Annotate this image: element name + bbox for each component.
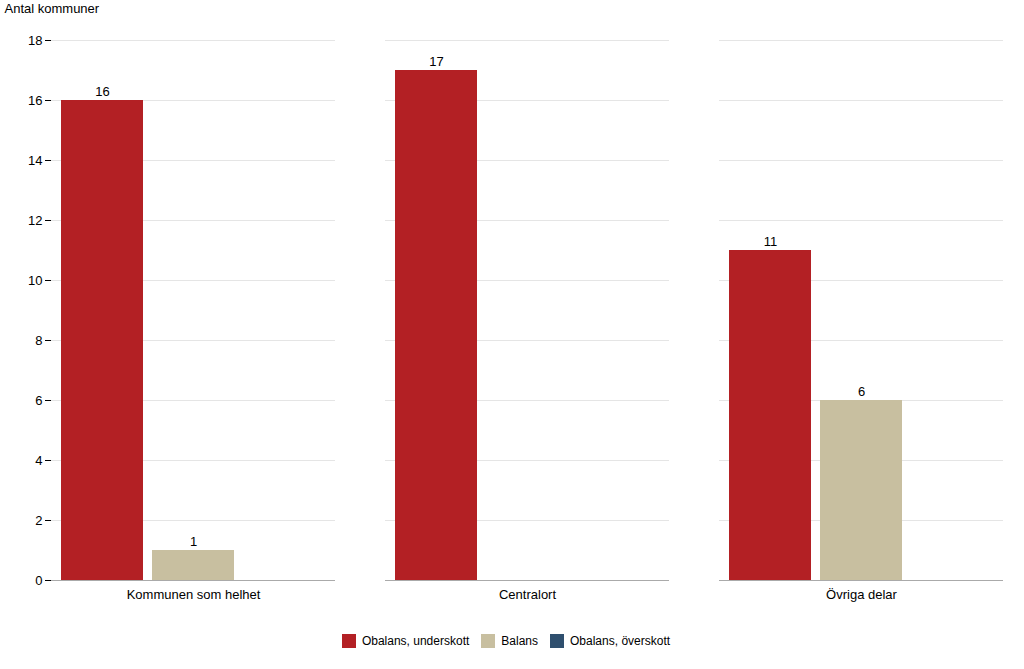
svg-text:Centralort: Centralort [499,587,556,602]
svg-text:18: 18 [28,33,42,48]
svg-text:14: 14 [28,153,42,168]
svg-text:2: 2 [35,513,42,528]
svg-text:0: 0 [35,573,42,588]
svg-text:Antal kommuner: Antal kommuner [5,1,100,16]
svg-text:11: 11 [764,234,778,249]
html-text:Balans: Balans [501,633,538,648]
svg-text:Övriga delar: Övriga delar [826,587,897,602]
svg-text:16: 16 [95,84,109,99]
svg-text:Kommunen som helhet: Kommunen som helhet [127,587,261,602]
svg-text:12: 12 [28,213,42,228]
svg-text:4: 4 [35,453,42,468]
html-text:Obalans, överskott: Obalans, överskott [570,633,671,648]
svg-text:10: 10 [28,273,42,288]
svg-text:17: 17 [429,54,443,69]
svg-text:6: 6 [858,384,865,399]
html-text:Obalans, underskott: Obalans, underskott [361,633,470,648]
svg-text:1: 1 [190,534,197,549]
svg-text:6: 6 [35,393,42,408]
svg-text:16: 16 [28,93,42,108]
svg-text:8: 8 [35,333,42,348]
